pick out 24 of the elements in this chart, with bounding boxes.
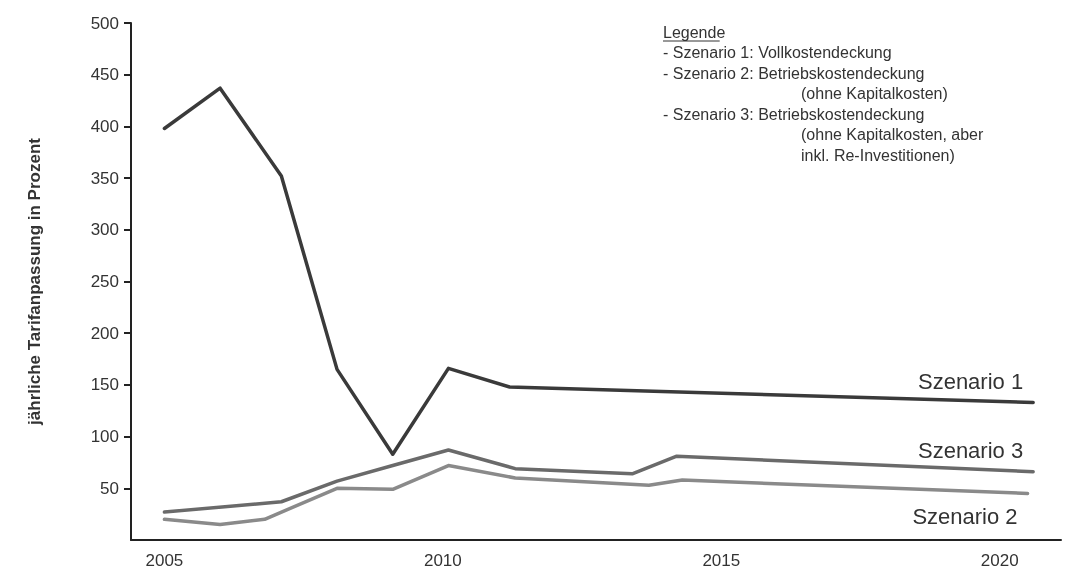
y-axis-title: jährliche Tarifanpassung in Prozent bbox=[25, 137, 44, 426]
annotation: - Szenario 3: Betriebskostendeckung (ohne Kapitalkosten, aber inkl. Re-Investitionen) bbox=[663, 105, 985, 164]
annotation: Legende bbox=[663, 23, 726, 41]
y-tick-label: 400 bbox=[90, 116, 119, 136]
series-label: Szenario 3 bbox=[917, 438, 1024, 464]
series-label: Szenario 2 bbox=[912, 503, 1018, 529]
x-tick-label: 2020 bbox=[980, 551, 1019, 570]
y-tick-label: 250 bbox=[90, 272, 119, 291]
y-tick-label: 450 bbox=[90, 65, 119, 85]
annotation: - Szenario 2: Betriebskostendeckung (ohne Kapitalkosten) bbox=[663, 64, 948, 102]
y-tick-label: 500 bbox=[90, 13, 119, 33]
y-tick-label: 50 bbox=[100, 478, 119, 498]
y-tick-label: 200 bbox=[90, 323, 119, 343]
x-tick-label: 2010 bbox=[423, 551, 462, 570]
y-tick-label: 350 bbox=[90, 168, 119, 188]
x-tick-label: 2005 bbox=[145, 551, 184, 570]
x-tick-label: 2015 bbox=[702, 551, 741, 570]
y-tick-label: 300 bbox=[90, 220, 119, 240]
line-series bbox=[162, 86, 1035, 456]
series-label: Szenario 1 bbox=[917, 368, 1024, 394]
y-tick-label: 100 bbox=[90, 427, 119, 447]
line-series bbox=[162, 463, 1030, 527]
y-tick-label: 150 bbox=[90, 375, 119, 395]
annotation: - Szenario 1: Vollkostendeckung bbox=[663, 44, 892, 61]
